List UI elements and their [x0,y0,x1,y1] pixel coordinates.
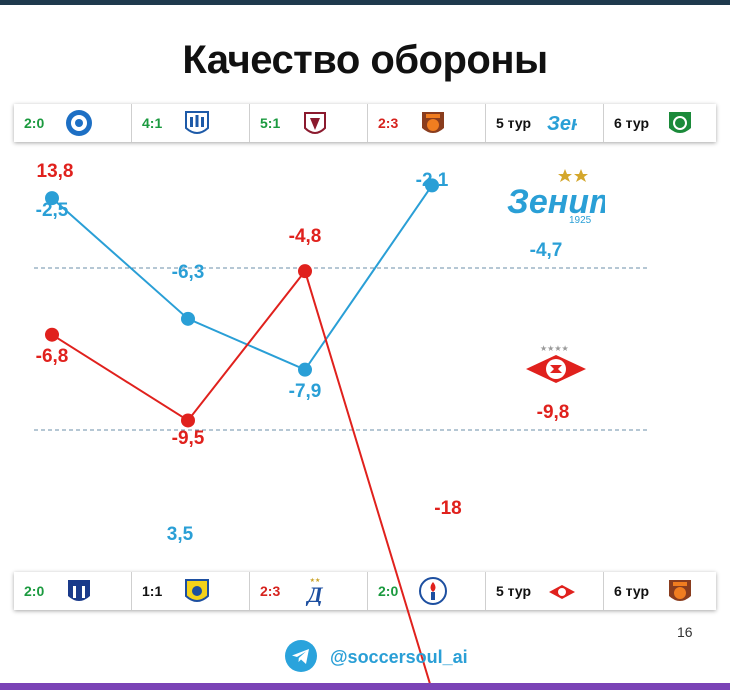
bottom-accent-bar [0,683,730,690]
ural-logo-icon [422,112,444,133]
fixture-cell: 5:1 [250,104,368,142]
spartak-logo-icon [549,585,576,599]
data-point-spartak [298,264,312,279]
data-point-zenit [298,362,312,377]
svg-text:1925: 1925 [569,215,592,225]
page-title: Качество обороны [182,38,548,82]
data-point-zenit [425,178,439,193]
fixture-round: 5 тур [496,583,532,599]
fixture-score: 2:0 [24,583,45,599]
data-label-spartak: -6,8 [36,346,69,367]
spartak-logo-icon: ★★★★ [526,344,586,383]
data-point-zenit [45,191,59,206]
fixture-cell: 6 тур [604,104,716,142]
zenit-logo-icon: Зен [547,113,577,135]
average-label-spartak: -9,8 [537,402,570,423]
footer-handle[interactable]: @soccersoul_ai [330,647,468,667]
fixture-cell: 2:0 [14,104,132,142]
average-label-zenit: -4,7 [530,240,563,261]
data-label-spartak: -18 [434,498,461,519]
extra-label-zenit: 3,5 [167,524,194,545]
top-fixtures-strip: 2:0 4:1 5:1 2:3 5 тур Зен 6 тур [14,104,716,142]
zenit-logo-icon: Зенит 1925 [507,169,605,225]
pari-nn-logo-icon [68,580,90,601]
series-line-spartak [51,269,433,690]
fixture-round: 6 тур [614,583,650,599]
page-number: 16 [677,624,693,640]
fixture-cell: 5 тур Зен [486,104,604,142]
svg-text:★★: ★★ [310,577,321,584]
data-label-spartak: -9,5 [172,428,205,449]
fixture-round: 6 тур [614,115,650,131]
fixture-score: 1:1 [142,583,163,599]
top-accent-bar [0,0,730,5]
bottom-fixtures-strip: 2:0 1:1 2:3 ★★ Д 2:0 5 тур 6 тур [14,572,716,610]
rostov-logo-icon [185,579,209,602]
svg-text:Д: Д [305,582,323,606]
data-label-spartak: -4,8 [289,226,322,247]
fixture-cell: 2:0 [368,572,486,610]
fixture-cell: 2:3 [368,104,486,142]
fixture-cell: 6 тур [604,572,716,610]
data-point-zenit [181,311,195,326]
akhmat-logo-icon [669,112,692,133]
fixture-score: 4:1 [142,115,163,131]
telegram-icon [285,640,317,672]
data-label-zenit: -6,3 [172,262,205,283]
fixture-score: 2:3 [260,583,281,599]
fixture-cell: 4:1 [132,104,250,142]
data-point-spartak [45,327,59,342]
fixture-score: 2:0 [24,115,45,131]
fixture-cell: 5 тур [486,572,604,610]
svg-text:★★★★: ★★★★ [540,344,569,353]
data-label-zenit: -7,9 [289,381,322,402]
fixture-cell: 2:0 [14,572,132,610]
fixture-score: 2:0 [378,583,399,599]
fixture-score: 2:3 [378,115,399,131]
baltika-logo-icon [185,111,209,134]
data-point-spartak [181,413,195,428]
fixture-round: 5 тур [496,115,532,131]
fixture-cell: 1:1 [132,572,250,610]
data-label-zenit: -2,5 [36,200,69,221]
extra-label-spartak: 13,8 [37,161,74,182]
series-line-zenit [51,184,433,371]
dinamo-logo-icon: ★★Д [305,577,323,606]
ural-logo-icon [669,580,692,601]
data-label-zenit: -2,1 [416,170,449,191]
rubin-logo-icon [304,112,326,134]
svg-text:Зен: Зен [547,113,577,135]
orenburg-logo-icon [66,110,92,136]
fixture-score: 5:1 [260,115,281,131]
svg-text:Зенит: Зенит [507,183,605,221]
fakel-logo-icon [419,577,447,605]
fixture-cell: 2:3 ★★ Д [250,572,368,610]
